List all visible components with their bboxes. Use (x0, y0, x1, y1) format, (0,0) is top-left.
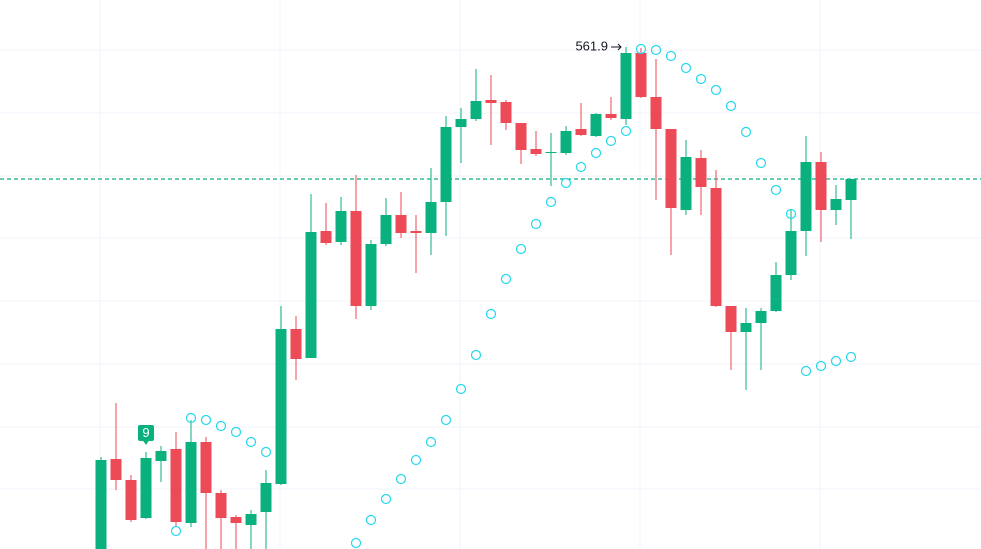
candle-body (500, 102, 512, 123)
sar-dot (200, 414, 212, 426)
candle-body (380, 215, 392, 244)
candle-body (290, 329, 302, 359)
candle-body (320, 231, 332, 243)
sar-dot (725, 100, 737, 112)
candle-body (545, 152, 557, 153)
candle-body (440, 127, 452, 202)
candle-body (620, 53, 632, 119)
sar-dot (410, 454, 422, 466)
sar-dot (395, 473, 407, 485)
candle-body (410, 231, 422, 233)
candle-body (140, 458, 152, 518)
sar-dot (170, 525, 182, 537)
candle-body (455, 119, 467, 127)
annotation-pointer (143, 440, 149, 445)
candle-body (305, 232, 317, 358)
sar-dot (770, 184, 782, 196)
sar-dot (620, 125, 632, 137)
candle-body (695, 158, 707, 187)
candle-body (740, 323, 752, 332)
sar-dot (680, 62, 692, 74)
sar-dot (830, 355, 842, 367)
sar-dot (215, 420, 227, 432)
sar-dot (515, 243, 527, 255)
annotation: 9 (138, 425, 154, 445)
candle-body (275, 329, 287, 484)
sar-dot (665, 50, 677, 62)
candle-body (230, 517, 242, 523)
candle-body (770, 275, 782, 311)
sar-dot (695, 73, 707, 85)
candle-body (605, 114, 617, 118)
sar-dot (740, 126, 752, 138)
candle-body (755, 311, 767, 323)
sar-dot (365, 514, 377, 526)
candle-body (125, 480, 137, 520)
candle-body (185, 442, 197, 523)
sar-dot (440, 414, 452, 426)
sar-dot (635, 43, 647, 55)
sar-dot (650, 44, 662, 56)
candle-body (590, 114, 602, 136)
sar-dot (560, 177, 572, 189)
sar-dot (455, 383, 467, 395)
sar-dot (260, 446, 272, 458)
candle-body (350, 211, 362, 306)
high-label: 561.9 (575, 38, 608, 53)
candle-body (650, 97, 662, 129)
candle-body (155, 451, 167, 461)
sar-dot (815, 360, 827, 372)
annotation-box (138, 425, 154, 441)
sar-dot (185, 412, 197, 424)
sar-dot (470, 349, 482, 361)
candle-body (560, 131, 572, 153)
candle-body (365, 244, 377, 306)
candle-body (515, 123, 527, 150)
candle-body (470, 101, 482, 119)
sar-dot (755, 157, 767, 169)
candle-body (200, 442, 212, 493)
candle-body (785, 231, 797, 275)
candle-body (110, 459, 122, 480)
sar-dot (785, 208, 797, 220)
candle-body (710, 188, 722, 306)
candle-body (245, 514, 257, 525)
candle-body (425, 202, 437, 233)
sar-dot (230, 426, 242, 438)
candle-body (575, 129, 587, 135)
sar-dot (845, 351, 857, 363)
sar-dot (380, 493, 392, 505)
annotation-text: 9 (142, 425, 149, 440)
sar-dot (590, 147, 602, 159)
candle-body (665, 129, 677, 208)
sar-dot (545, 196, 557, 208)
sar-dot (710, 84, 722, 96)
candle-body (95, 460, 107, 549)
candle-body (635, 53, 647, 97)
sar-dot (485, 308, 497, 320)
high-arrow (611, 43, 622, 51)
candle-body (260, 483, 272, 512)
sar-dot (500, 273, 512, 285)
sar-dot (425, 436, 437, 448)
candle-body (725, 306, 737, 332)
sar-dot (575, 161, 587, 173)
sar-dot (800, 365, 812, 377)
candle-body (830, 199, 842, 210)
candle-body (335, 211, 347, 242)
candle-body (800, 162, 812, 231)
sar-dot (605, 135, 617, 147)
sar-dot (350, 537, 362, 549)
candle-body (815, 162, 827, 210)
candle-body (485, 100, 497, 103)
candle-body (530, 149, 542, 154)
candle-body (170, 449, 182, 522)
candle-body (680, 157, 692, 210)
candle-body (395, 215, 407, 233)
candle-body (215, 493, 227, 518)
candle-body (845, 179, 857, 200)
sar-dot (530, 218, 542, 230)
sar-dot (245, 436, 257, 448)
